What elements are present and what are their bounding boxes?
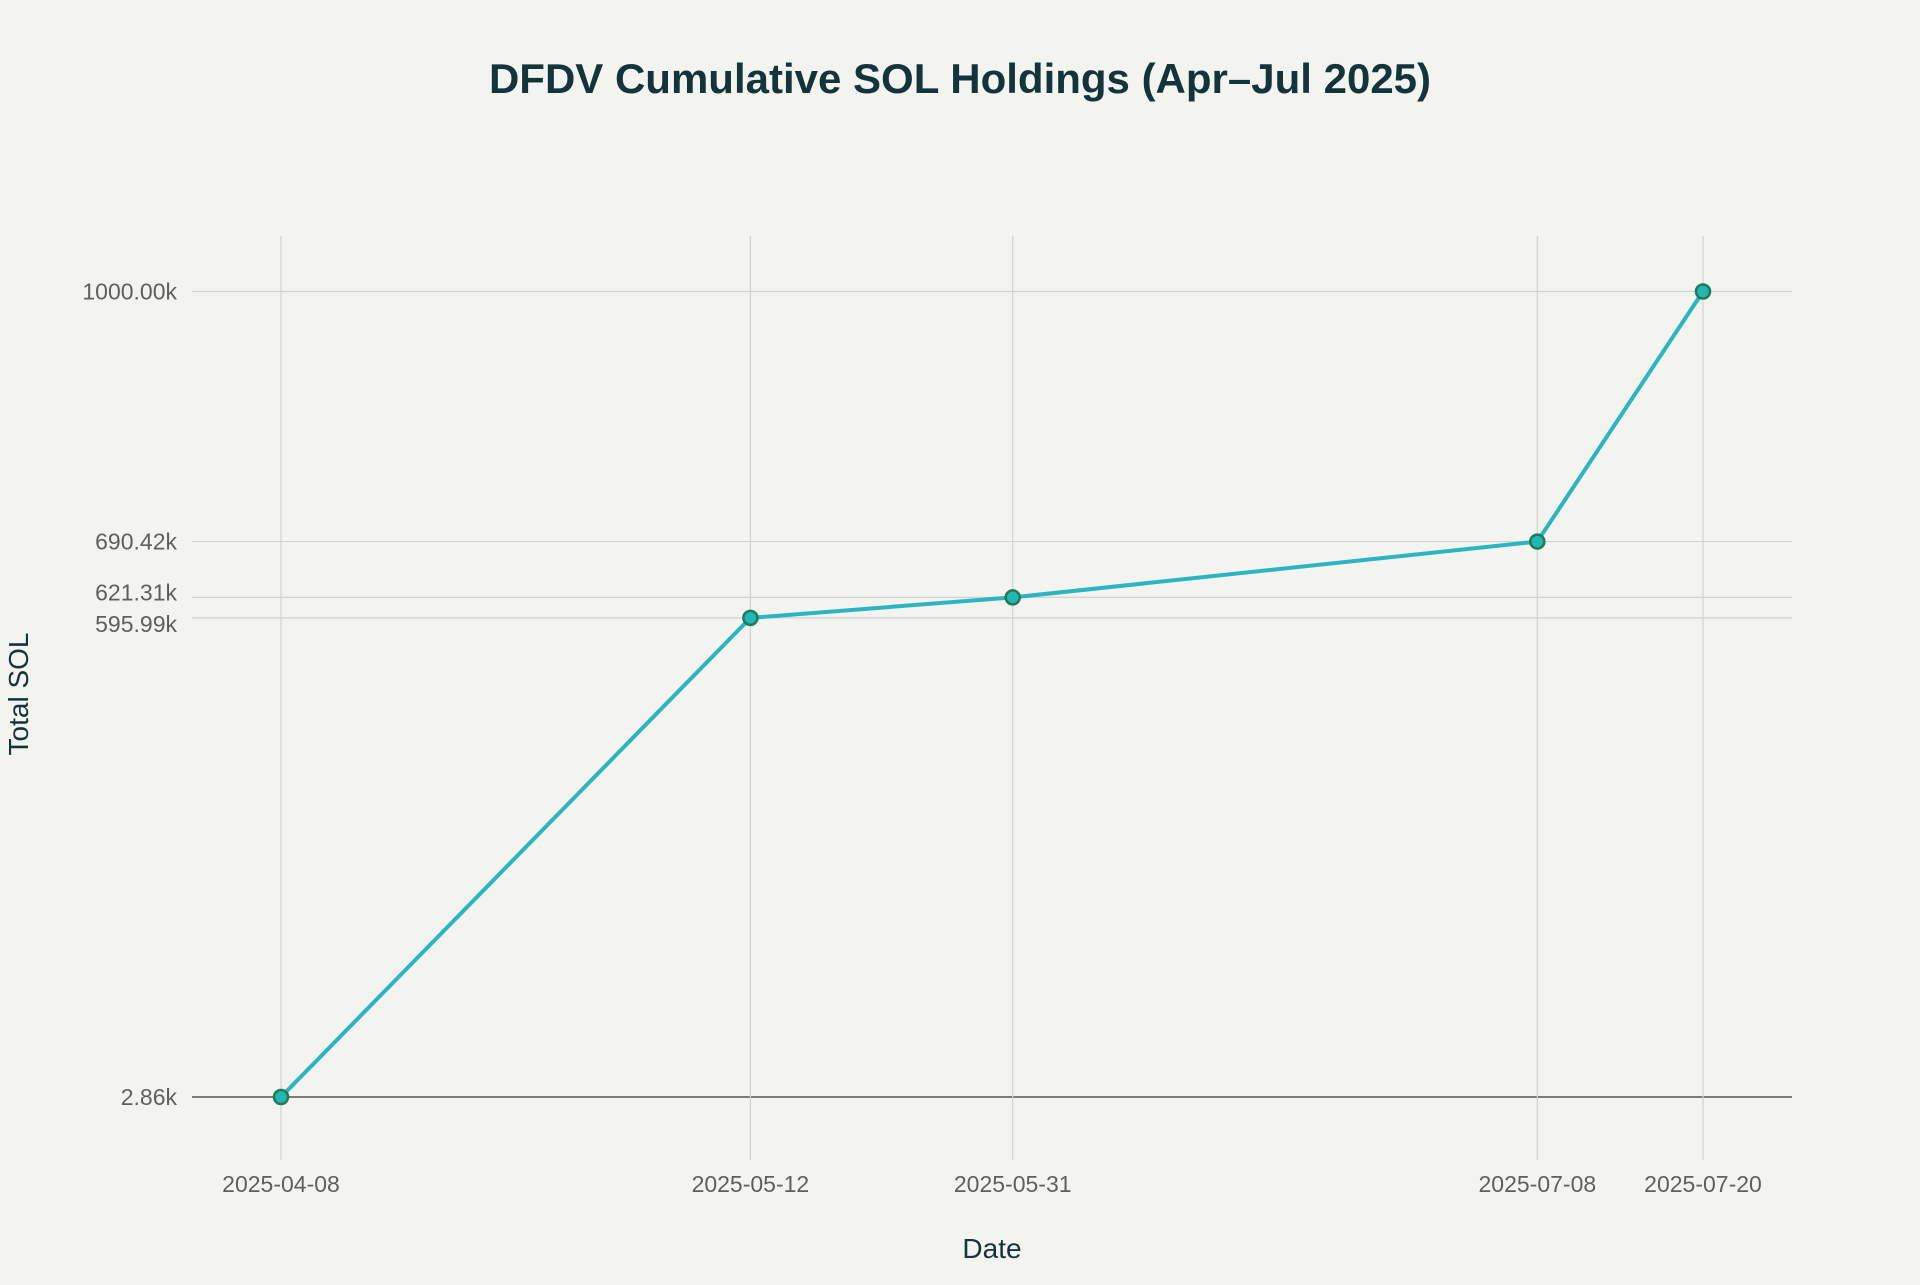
y-tick-labels: 2.86k 595.99k 621.31k 690.42k 1000.00k bbox=[82, 279, 177, 1111]
x-tick-labels: 2025-04-08 2025-05-12 2025-05-31 2025-07-08… bbox=[222, 1171, 1762, 1197]
y-tick-label: 1000.00k bbox=[82, 279, 177, 305]
y-tick-label: 595.99k bbox=[95, 611, 177, 637]
x-axis-label: Date bbox=[962, 1233, 1021, 1264]
grid bbox=[192, 236, 1792, 1160]
y-tick-label: 690.42k bbox=[95, 529, 177, 555]
series bbox=[272, 283, 1712, 1106]
chart-title: DFDV Cumulative SOL Holdings (Apr–Jul 20… bbox=[489, 55, 1431, 102]
x-tick-label: 2025-05-31 bbox=[954, 1171, 1072, 1197]
x-tick-label: 2025-07-08 bbox=[1479, 1171, 1597, 1197]
x-tick-label: 2025-05-12 bbox=[692, 1171, 810, 1197]
data-point bbox=[742, 609, 759, 627]
data-point bbox=[272, 1088, 290, 1106]
x-tick-label: 2025-04-08 bbox=[222, 1171, 340, 1197]
x-tick-label: 2025-07-20 bbox=[1644, 1171, 1762, 1197]
data-point bbox=[1694, 283, 1712, 300]
y-tick-label: 2.86k bbox=[121, 1084, 178, 1110]
y-axis-label: Total SOL bbox=[3, 633, 34, 756]
y-tick-label: 621.31k bbox=[95, 579, 177, 605]
series-line bbox=[279, 290, 1705, 1099]
data-point bbox=[1004, 589, 1021, 606]
data-point bbox=[1529, 533, 1546, 550]
